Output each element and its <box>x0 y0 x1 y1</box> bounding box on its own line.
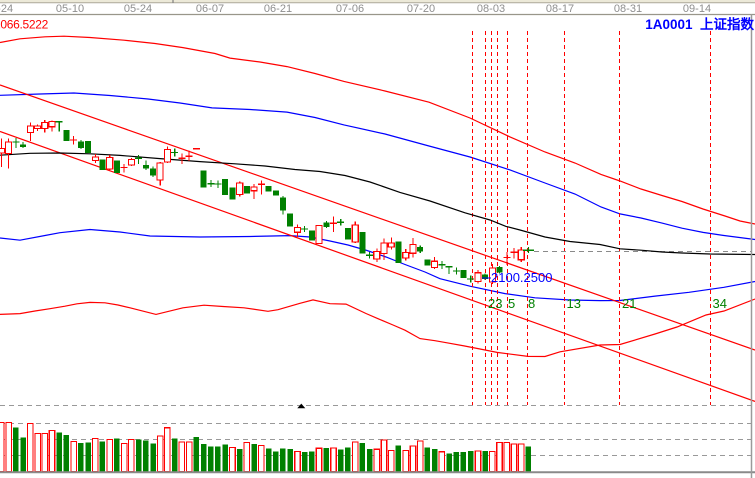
svg-text:08-31: 08-31 <box>614 3 642 15</box>
svg-text:2066.5222: 2066.5222 <box>0 18 49 32</box>
svg-text:2100.2500: 2100.2500 <box>491 270 552 285</box>
svg-text:8: 8 <box>528 296 535 311</box>
svg-text:07-20: 07-20 <box>407 3 435 15</box>
svg-text:08-03: 08-03 <box>477 3 505 15</box>
svg-text:05-24: 05-24 <box>124 3 152 15</box>
svg-text:09-14: 09-14 <box>683 3 711 15</box>
svg-text:1A0001 上证指数: 1A0001 上证指数 <box>645 16 754 32</box>
svg-text:5: 5 <box>508 296 515 311</box>
svg-text:13: 13 <box>567 296 581 311</box>
svg-text:04-24: 04-24 <box>0 3 13 15</box>
svg-text:06-07: 06-07 <box>196 3 224 15</box>
svg-text:06-21: 06-21 <box>264 3 292 15</box>
svg-text:05-10: 05-10 <box>56 3 84 15</box>
svg-text:34: 34 <box>713 296 727 311</box>
svg-text:08-17: 08-17 <box>546 3 574 15</box>
svg-text:07-06: 07-06 <box>336 3 364 15</box>
svg-text:21: 21 <box>622 296 636 311</box>
svg-text:23: 23 <box>488 296 502 311</box>
